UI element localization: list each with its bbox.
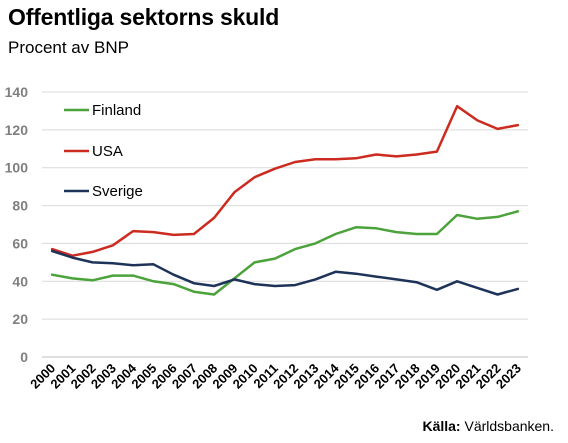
series-line-sverige <box>50 249 520 296</box>
legend: Finland USA Sverige <box>64 102 143 200</box>
y-tick-label: 80 <box>12 198 28 214</box>
y-tick-label: 120 <box>5 122 29 138</box>
y-tick-label: 40 <box>12 273 28 289</box>
y-axis: 0 20 40 60 80 100 120 140 <box>5 84 29 365</box>
y-tick-label: 60 <box>12 235 28 251</box>
legend-label-finland: Finland <box>92 102 141 119</box>
x-axis: 2000200120022003200420052006200720082009… <box>27 356 528 392</box>
chart-subtitle: Procent av BNP <box>8 38 129 57</box>
chart-title: Offentliga sektorns skuld <box>8 4 280 30</box>
series-lines <box>50 104 520 296</box>
legend-label-sverige: Sverige <box>92 183 143 200</box>
series-line-usa <box>50 104 520 257</box>
y-tick-label: 100 <box>5 160 29 176</box>
y-tick-label: 140 <box>5 84 29 100</box>
source-label: Källa: <box>422 418 461 434</box>
source-text: Världsbanken. <box>460 418 554 434</box>
y-tick-label: 0 <box>20 349 28 365</box>
gridlines <box>42 91 528 320</box>
source-note: Källa: Världsbanken. <box>422 418 554 434</box>
legend-label-usa: USA <box>92 143 123 160</box>
series-line-finland <box>50 210 520 296</box>
y-tick-label: 20 <box>12 311 28 327</box>
